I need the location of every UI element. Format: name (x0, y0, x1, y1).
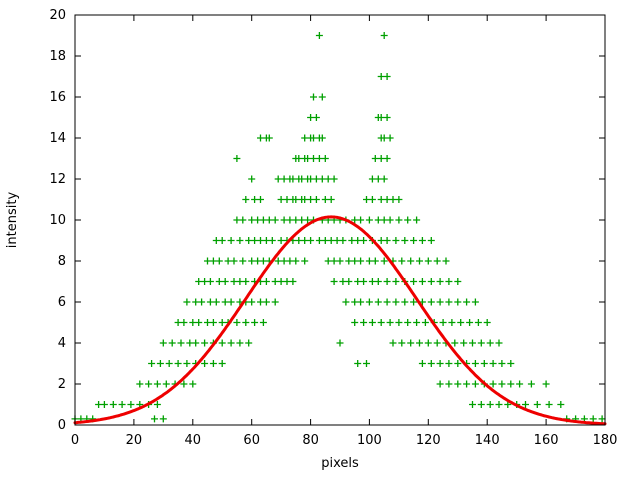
y-axis-tick-label: 0 (58, 418, 66, 433)
x-axis-tick-label: 140 (475, 433, 500, 448)
x-axis-label: pixels (321, 456, 359, 471)
y-axis-tick-label: 6 (58, 295, 66, 310)
x-axis-tick-label: 80 (302, 433, 319, 448)
y-axis-tick-label: 12 (49, 172, 66, 187)
scatter-series (71, 32, 606, 423)
x-axis-tick-label: 40 (185, 433, 202, 448)
y-axis-tick-label: 14 (49, 131, 66, 146)
x-axis-tick-label: 0 (71, 433, 79, 448)
x-axis-tick-label: 100 (357, 433, 382, 448)
plot-border (74, 14, 606, 426)
y-axis-tick-label: 2 (58, 377, 66, 392)
x-axis-tick-label: 120 (416, 433, 441, 448)
y-axis-tick-label: 18 (49, 49, 66, 64)
x-axis-tick-label: 60 (243, 433, 260, 448)
x-axis-tick-label: 180 (593, 433, 618, 448)
y-axis-tick-label: 16 (49, 90, 66, 105)
y-axis-label: intensity (5, 192, 20, 249)
y-axis-tick-label: 8 (58, 254, 66, 269)
y-axis-tick-label: 10 (49, 213, 66, 228)
x-axis-tick-label: 20 (126, 433, 143, 448)
y-axis-tick-label: 4 (58, 336, 66, 351)
fit-curve (73, 215, 607, 426)
x-axis-tick-label: 160 (534, 433, 559, 448)
y-axis-tick-label: 20 (49, 8, 66, 23)
